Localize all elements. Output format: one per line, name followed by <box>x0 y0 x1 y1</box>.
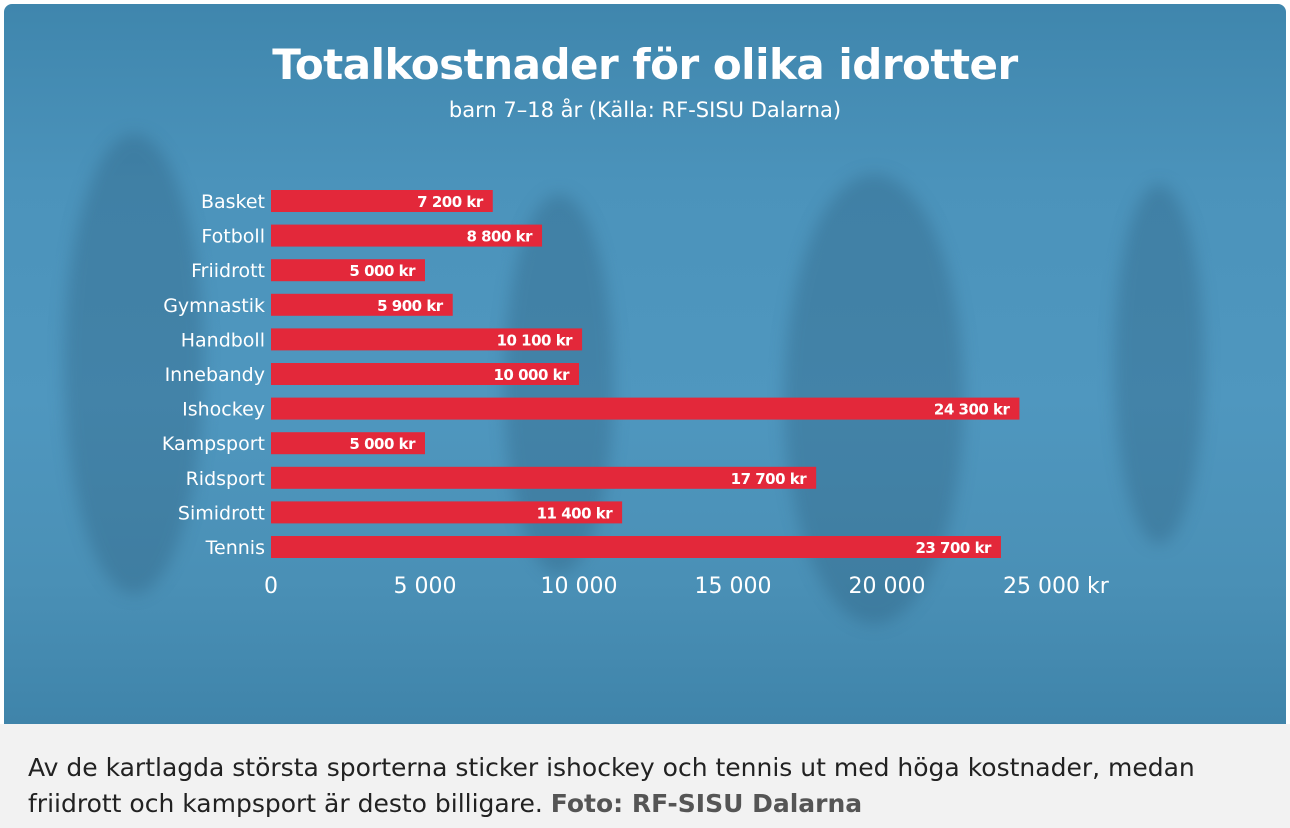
bar <box>271 536 1001 558</box>
x-tick-label: 15 000 <box>695 574 772 599</box>
bar-value-label: 5 000 kr <box>349 435 416 453</box>
category-label: Tennis <box>205 537 265 559</box>
category-label: Gymnastik <box>163 295 265 317</box>
bar <box>271 432 425 455</box>
bar <box>271 466 817 489</box>
bar-value-label: 17 700 kr <box>731 470 808 488</box>
bar-value-label: 10 000 kr <box>493 366 570 384</box>
bar-value-label: 24 300 kr <box>934 401 1011 419</box>
photo-credit: Foto: RF-SISU Dalarna <box>550 789 863 818</box>
caption-text: Av de kartlagda största sporterna sticke… <box>28 753 1195 818</box>
bar-value-label: 5 000 kr <box>349 262 416 280</box>
x-tick-label: 20 000 <box>849 574 926 599</box>
category-label: Handboll <box>181 329 265 351</box>
bar-value-label: 8 800 kr <box>466 228 533 246</box>
category-label: Basket <box>201 191 265 213</box>
caption: Av de kartlagda största sporterna sticke… <box>0 724 1290 828</box>
category-label: Innebandy <box>165 364 265 386</box>
category-label: Ridsport <box>186 468 265 490</box>
bar <box>271 328 583 351</box>
x-tick-label: 25 000 kr <box>1003 574 1110 599</box>
category-label: Simidrott <box>178 502 265 524</box>
category-label: Friidrott <box>191 260 265 282</box>
category-label: Fotboll <box>201 226 265 248</box>
chart-image <box>4 4 1286 724</box>
bar-value-label: 10 100 kr <box>497 331 574 349</box>
bar <box>271 224 543 247</box>
bar-value-label: 5 900 kr <box>377 297 444 315</box>
bar-chart: Basket 7 200 kr Fotboll 8 800 kr Friidrott 5 … <box>162 190 1110 599</box>
bar <box>271 501 623 524</box>
x-tick-label: 10 000 <box>541 574 618 599</box>
bar-value-label: 7 200 kr <box>417 193 484 211</box>
bar <box>271 363 579 385</box>
bar-value-label: 23 700 kr <box>915 539 992 557</box>
bar <box>271 259 425 282</box>
bar-value-label: 11 400 kr <box>537 504 614 522</box>
chart-title: Totalkostnader för olika idrotter <box>272 40 1018 89</box>
bar <box>271 397 1020 420</box>
chart-subtitle: barn 7–18 år (Källa: RF-SISU Dalarna) <box>448 98 842 122</box>
bar <box>271 293 453 316</box>
category-label: Kampsport <box>162 433 265 455</box>
x-tick-label: 5 000 <box>394 574 457 599</box>
category-label: Ishockey <box>182 399 265 421</box>
x-tick-label: 0 <box>264 574 278 599</box>
bar <box>271 190 493 212</box>
